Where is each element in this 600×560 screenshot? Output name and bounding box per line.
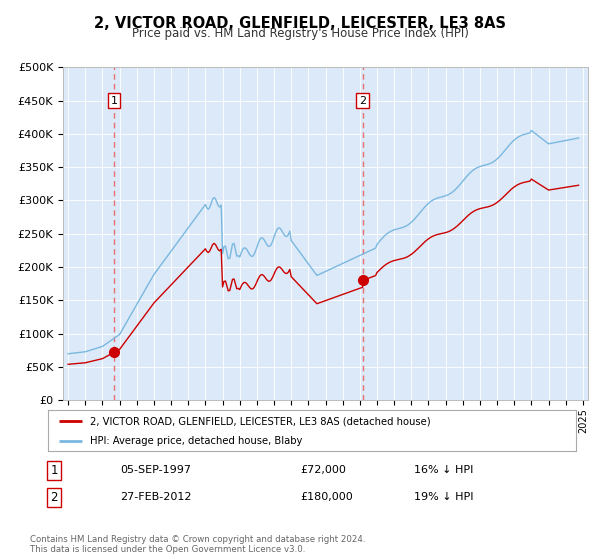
Text: 19% ↓ HPI: 19% ↓ HPI: [414, 492, 473, 502]
Text: £180,000: £180,000: [300, 492, 353, 502]
Text: 2: 2: [50, 491, 58, 504]
Text: 2: 2: [359, 96, 366, 105]
Text: 05-SEP-1997: 05-SEP-1997: [120, 465, 191, 475]
Text: 2, VICTOR ROAD, GLENFIELD, LEICESTER, LE3 8AS: 2, VICTOR ROAD, GLENFIELD, LEICESTER, LE…: [94, 16, 506, 31]
Text: 27-FEB-2012: 27-FEB-2012: [120, 492, 191, 502]
Text: 1: 1: [110, 96, 118, 105]
Text: 1: 1: [50, 464, 58, 477]
Text: 16% ↓ HPI: 16% ↓ HPI: [414, 465, 473, 475]
Text: Price paid vs. HM Land Registry's House Price Index (HPI): Price paid vs. HM Land Registry's House …: [131, 27, 469, 40]
Text: £72,000: £72,000: [300, 465, 346, 475]
Text: 2, VICTOR ROAD, GLENFIELD, LEICESTER, LE3 8AS (detached house): 2, VICTOR ROAD, GLENFIELD, LEICESTER, LE…: [90, 417, 431, 426]
Text: HPI: Average price, detached house, Blaby: HPI: Average price, detached house, Blab…: [90, 436, 302, 446]
Text: Contains HM Land Registry data © Crown copyright and database right 2024.
This d: Contains HM Land Registry data © Crown c…: [30, 535, 365, 554]
